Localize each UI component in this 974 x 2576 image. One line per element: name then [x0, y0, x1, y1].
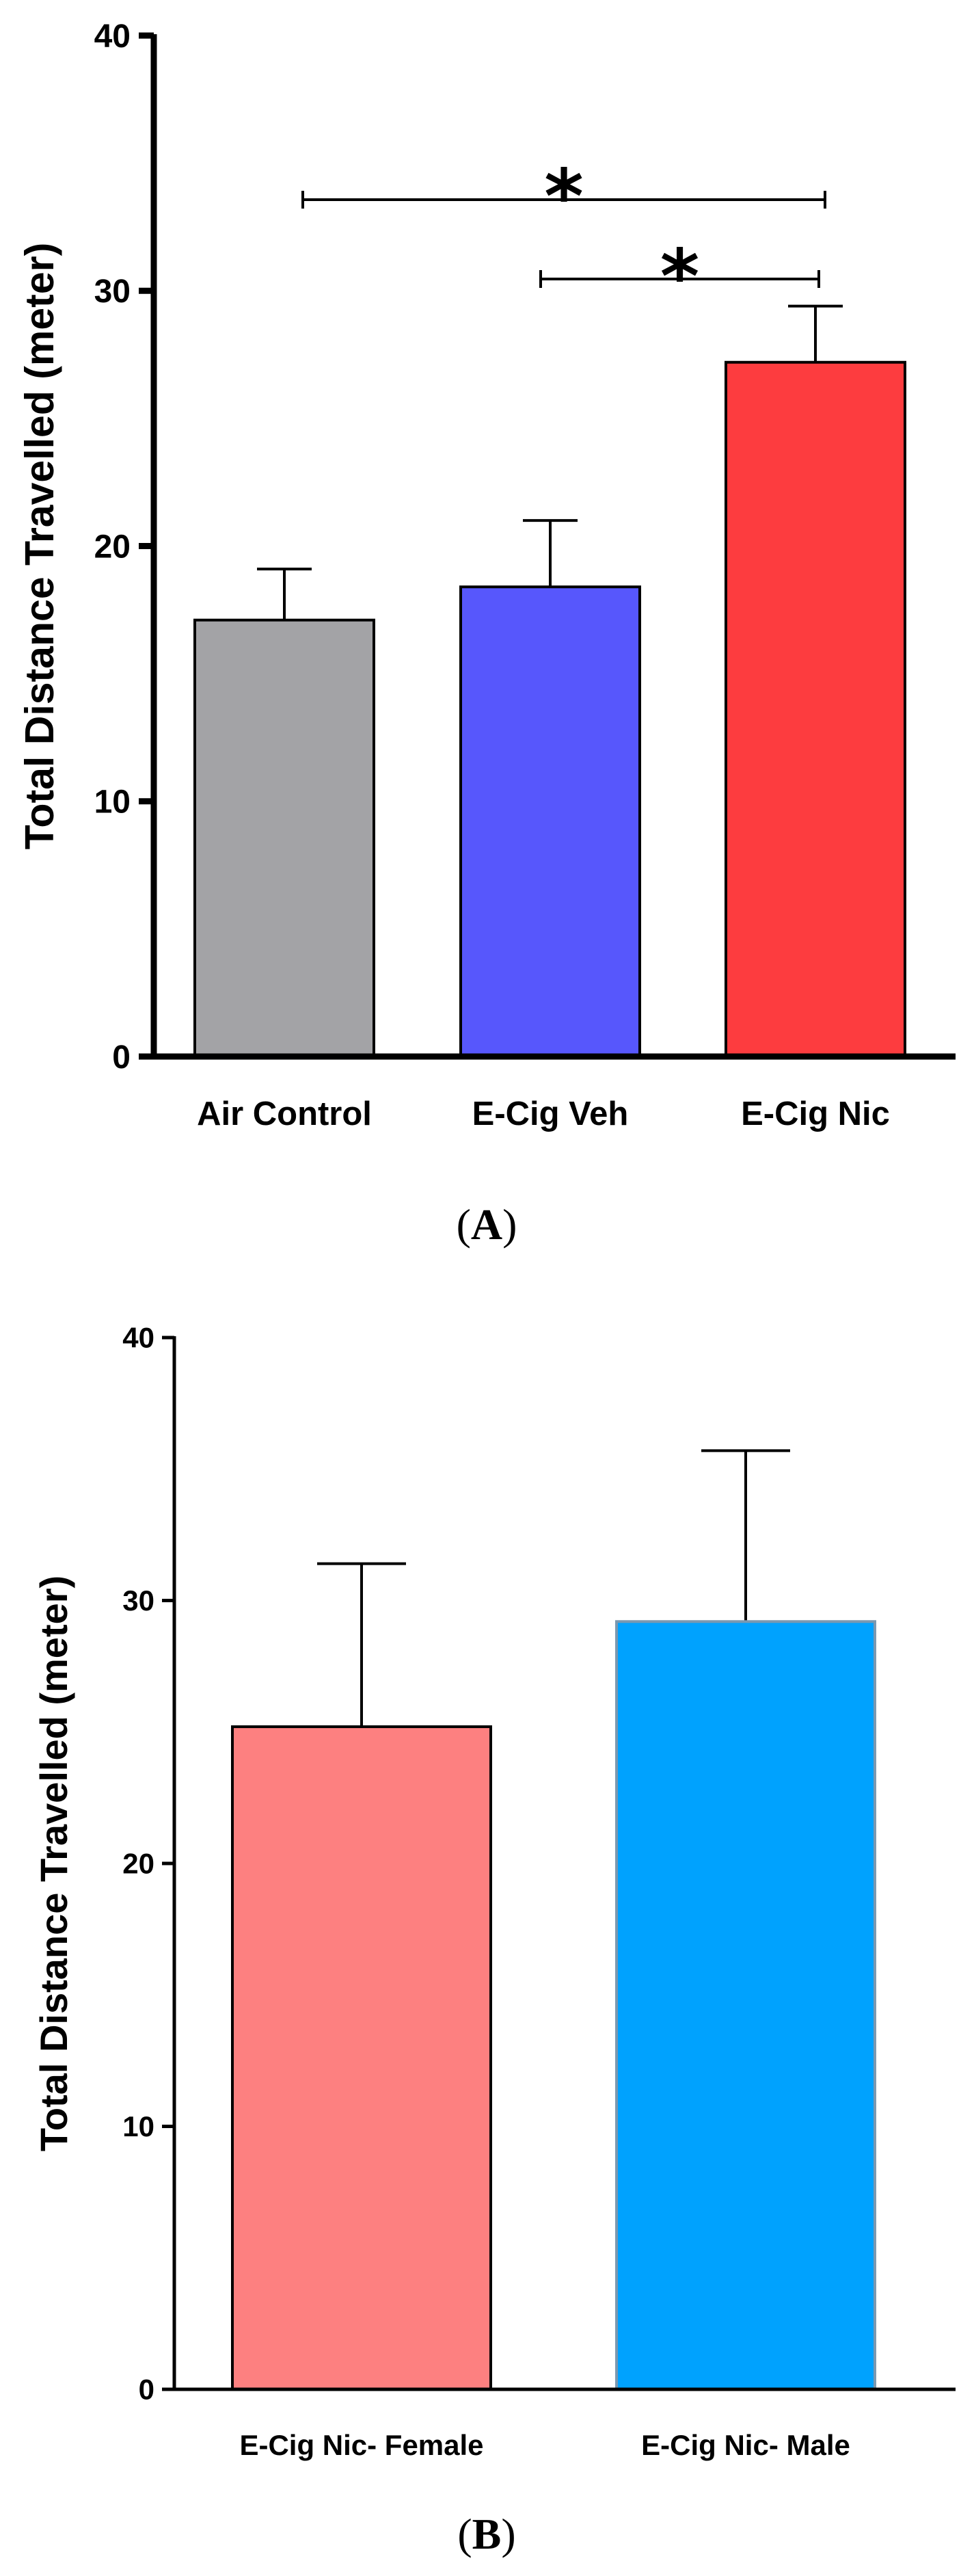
panel-label-open: (	[457, 2510, 472, 2558]
panel-label-letter: B	[472, 2510, 502, 2558]
panel-label: (B)	[457, 2510, 515, 2558]
x-tick-label-e-cig-nic-female: E-Cig Nic- Female	[239, 2429, 483, 2461]
y-axis-label: Total Distance Travelled (meter)	[17, 243, 62, 849]
y-tick-label-0: 0	[112, 1039, 131, 1076]
panel-label-open: (	[457, 1200, 471, 1249]
panel-label-letter: A	[471, 1200, 502, 1249]
x-tick-label-air-control: Air Control	[197, 1096, 372, 1132]
bar-e-cig-nic-female	[231, 1725, 492, 2391]
chart-panel-b: E-Cig Nic- Female E-Cig Nic- Male 0 10 20 30 4…	[32, 1322, 956, 2558]
y-tick-label-10: 10	[122, 2110, 154, 2142]
y-tick-label-30: 30	[94, 274, 131, 310]
x-tick-label-e-cig-nic: E-Cig Nic	[741, 1096, 890, 1132]
bar-e-cig-nic	[725, 360, 906, 1058]
panel-label: (A)	[457, 1200, 517, 1249]
y-tick-label-20: 20	[94, 529, 131, 565]
y-tick-label-20: 20	[122, 1848, 154, 1880]
bar-e-cig-nic-male	[615, 1620, 876, 2391]
bar-air-control	[193, 618, 375, 1058]
y-tick-label-10: 10	[94, 784, 131, 821]
y-axis-label: Total Distance Travelled (meter)	[32, 1576, 75, 2151]
chart-panel-a: Air Control E-Cig Veh E-Cig Nic 0 10 20 30 40 To…	[17, 18, 956, 1249]
significance-star-1: *	[544, 153, 584, 241]
significance-star-2: *	[660, 233, 700, 321]
x-tick-label-e-cig-nic-male: E-Cig Nic- Male	[641, 2429, 850, 2461]
bar-e-cig-veh	[459, 585, 641, 1058]
panel-label-close: )	[502, 1200, 517, 1249]
y-tick-label-30: 30	[122, 1584, 154, 1617]
y-tick-label-40: 40	[94, 18, 131, 55]
y-tick-label-40: 40	[122, 1322, 154, 1354]
panel-label-close: )	[501, 2510, 515, 2558]
y-tick-label-0: 0	[139, 2374, 154, 2406]
x-tick-label-e-cig-veh: E-Cig Veh	[472, 1096, 629, 1132]
